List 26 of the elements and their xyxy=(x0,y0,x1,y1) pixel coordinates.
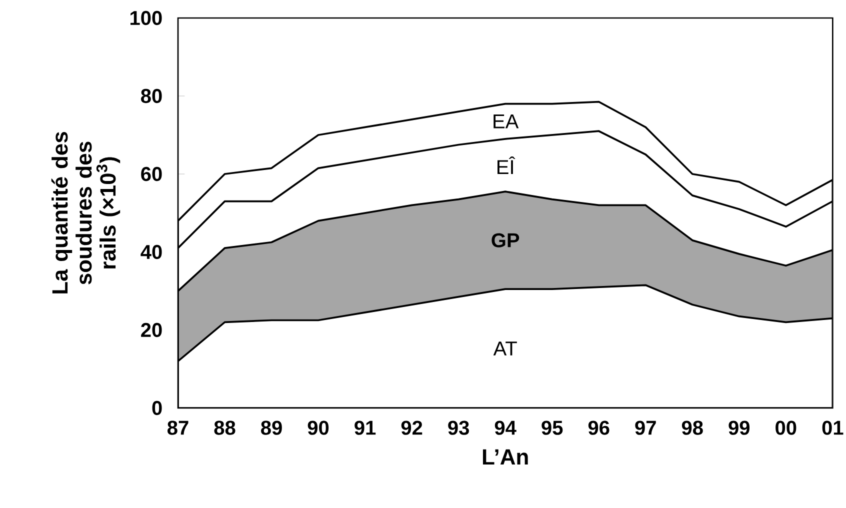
x-tick-label: 01 xyxy=(822,420,844,435)
x-tick-label: 94 xyxy=(494,420,516,435)
x-tick-label: 90 xyxy=(308,420,329,435)
x-tick-label: 98 xyxy=(682,420,703,435)
y-tick-label: 100 xyxy=(130,10,162,26)
x-tick-label: 89 xyxy=(261,420,282,435)
x-tick-label: 95 xyxy=(542,420,563,435)
x-tick-label: 87 xyxy=(168,420,188,435)
x-tick-label: 93 xyxy=(448,420,469,435)
x-tick-label: 92 xyxy=(401,420,422,435)
series-label: AT xyxy=(493,342,517,356)
series-label: GP xyxy=(492,233,520,248)
series-label: EÎ xyxy=(498,156,516,174)
x-tick-label: 88 xyxy=(214,420,236,435)
y-tick-label: 40 xyxy=(140,244,162,260)
series-label: EA xyxy=(494,114,519,128)
x-tick-label: 91 xyxy=(354,420,376,435)
y-tick-label: 80 xyxy=(141,88,162,104)
x-tick-label: 97 xyxy=(635,420,656,435)
x-tick-label: 99 xyxy=(728,420,750,435)
x-axis-title: L’An xyxy=(482,449,528,465)
x-tick-label: 96 xyxy=(588,420,610,435)
y-tick-label: 20 xyxy=(141,322,162,338)
y-tick-label: 0 xyxy=(152,400,162,416)
y-tick-label: 60 xyxy=(141,166,162,182)
x-tick-label: 00 xyxy=(776,420,796,435)
